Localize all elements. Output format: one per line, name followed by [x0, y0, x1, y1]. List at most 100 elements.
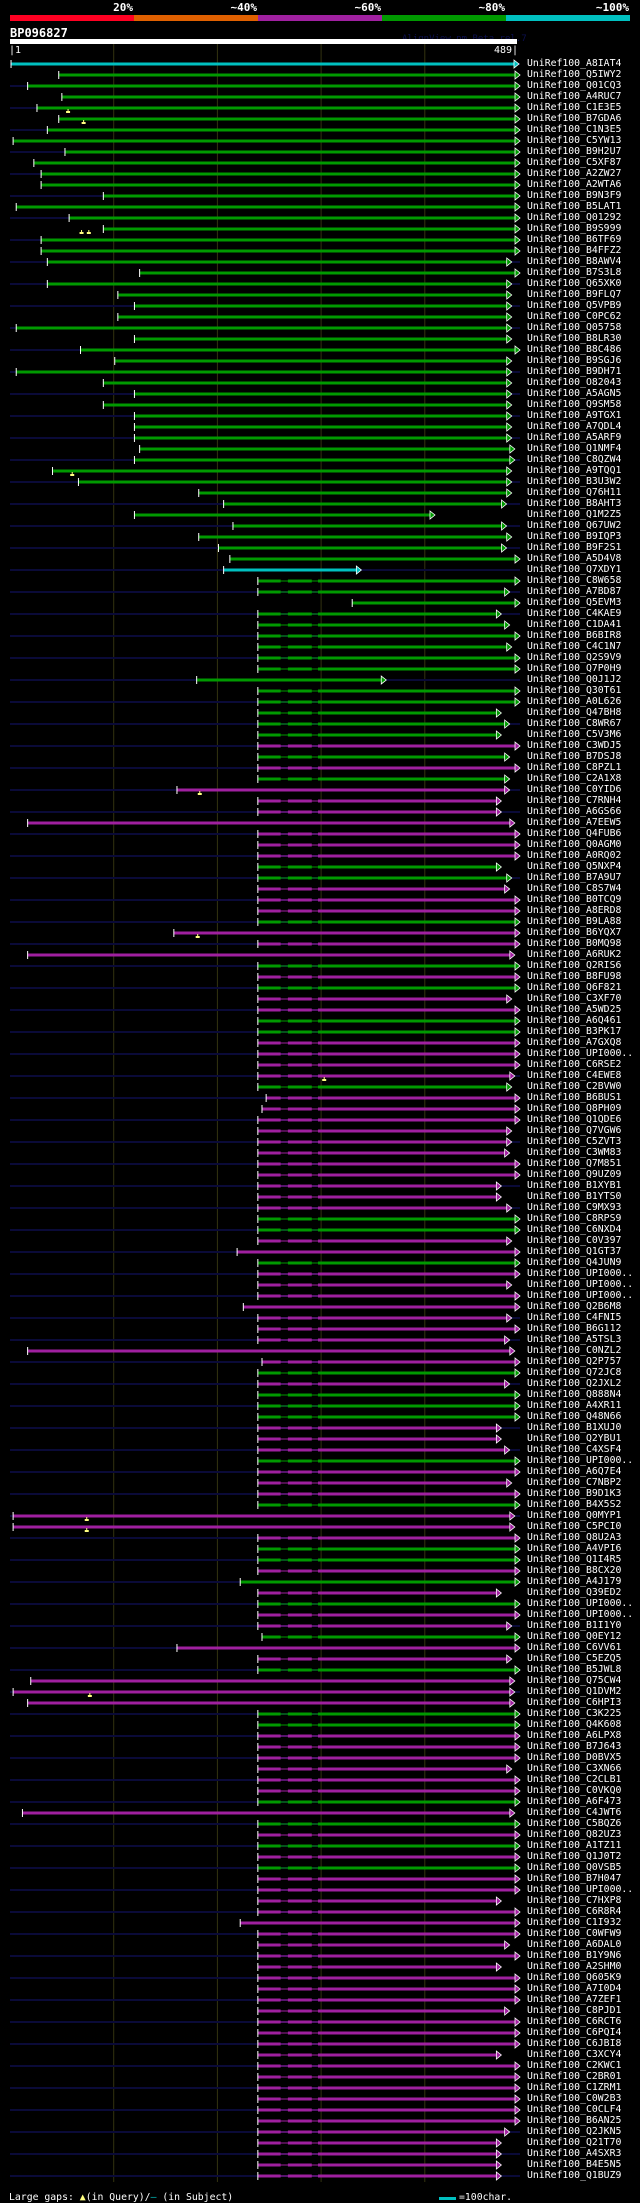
hit-label[interactable]: UniRef100_C3K225 — [527, 1708, 622, 1719]
hit-label[interactable]: UniRef100_A4J179 — [527, 1576, 622, 1587]
hit-label[interactable]: UniRef100_C2KWC1 — [527, 2060, 622, 2071]
hit-label[interactable]: UniRef100_B3U3W2 — [527, 476, 622, 487]
hit-label[interactable]: UniRef100_B9FLQ7 — [527, 289, 622, 300]
hit-label[interactable]: UniRef100_B6BIR8 — [527, 630, 622, 641]
hit-label[interactable]: UniRef100_B7DSJ8 — [527, 751, 622, 762]
hit-label[interactable]: UniRef100_B6AN25 — [527, 2115, 622, 2126]
hit-label[interactable]: UniRef100_UPI000.. — [527, 1290, 634, 1301]
hit-label[interactable]: UniRef100_B1YTS0 — [527, 1191, 622, 1202]
hit-label[interactable]: UniRef100_A4RUC7 — [527, 91, 622, 102]
hit-label[interactable]: UniRef100_Q7VGW6 — [527, 1125, 622, 1136]
hit-label[interactable]: UniRef100_B9S999 — [527, 223, 622, 234]
hit-label[interactable]: UniRef100_Q48N66 — [527, 1411, 622, 1422]
hit-label[interactable]: UniRef100_Q47BH8 — [527, 707, 622, 718]
hit-label[interactable]: UniRef100_A5WD25 — [527, 1004, 622, 1015]
hit-label[interactable]: UniRef100_Q0EY12 — [527, 1631, 622, 1642]
hit-label[interactable]: UniRef100_A5TSL3 — [527, 1334, 622, 1345]
hit-label[interactable]: UniRef100_B5LAT1 — [527, 201, 622, 212]
hit-label[interactable]: UniRef100_C0YID6 — [527, 784, 622, 795]
hit-label[interactable]: UniRef100_Q39ED2 — [527, 1587, 622, 1598]
hit-label[interactable]: UniRef100_Q6F821 — [527, 982, 622, 993]
hit-label[interactable]: UniRef100_B5JWL8 — [527, 1664, 622, 1675]
hit-label[interactable]: UniRef100_Q4JUN9 — [527, 1257, 622, 1268]
hit-label[interactable]: UniRef100_C6VV61 — [527, 1642, 622, 1653]
hit-label[interactable]: UniRef100_B8CX20 — [527, 1565, 622, 1576]
hit-label[interactable]: UniRef100_UPI000.. — [527, 1279, 634, 1290]
hit-label[interactable]: UniRef100_Q65XK0 — [527, 278, 622, 289]
hit-label[interactable]: UniRef100_Q1I4R5 — [527, 1554, 622, 1565]
hit-label[interactable]: UniRef100_Q67UW2 — [527, 520, 622, 531]
hit-label[interactable]: UniRef100_C5V3M6 — [527, 729, 622, 740]
hit-label[interactable]: UniRef100_B4X5S2 — [527, 1499, 622, 1510]
hit-label[interactable]: UniRef100_C0PC62 — [527, 311, 622, 322]
hit-label[interactable]: UniRef100_B9H2U7 — [527, 146, 622, 157]
hit-label[interactable]: UniRef100_B7J643 — [527, 1741, 622, 1752]
hit-label[interactable]: UniRef100_A6F473 — [527, 1796, 622, 1807]
hit-label[interactable]: UniRef100_Q05758 — [527, 322, 622, 333]
hit-label[interactable]: UniRef100_A4VPI6 — [527, 1543, 622, 1554]
hit-label[interactable]: UniRef100_B7GDA6 — [527, 113, 622, 124]
hit-label[interactable]: UniRef100_C2BR01 — [527, 2071, 622, 2082]
hit-label[interactable]: UniRef100_C8RPS9 — [527, 1213, 622, 1224]
hit-label[interactable]: UniRef100_Q1NMF4 — [527, 443, 622, 454]
hit-label[interactable]: UniRef100_Q0AGM0 — [527, 839, 622, 850]
hit-label[interactable]: UniRef100_B8FU98 — [527, 971, 622, 982]
hit-label[interactable]: UniRef100_B7H047 — [527, 1873, 622, 1884]
hit-label[interactable]: UniRef100_Q1BUZ9 — [527, 2170, 622, 2181]
hit-label[interactable]: UniRef100_B8C486 — [527, 344, 622, 355]
hit-label[interactable]: UniRef100_C0W2B3 — [527, 2093, 622, 2104]
hit-label[interactable]: UniRef100_C4KAE9 — [527, 608, 622, 619]
hit-label[interactable]: UniRef100_B9SGJ6 — [527, 355, 622, 366]
hit-label[interactable]: UniRef100_B9IQP3 — [527, 531, 622, 542]
hit-label[interactable]: UniRef100_Q1GT37 — [527, 1246, 622, 1257]
hit-label[interactable]: UniRef100_Q2YBU1 — [527, 1433, 622, 1444]
hit-label[interactable]: UniRef100_C5YW13 — [527, 135, 622, 146]
hit-label[interactable]: UniRef100_A6DAL0 — [527, 1939, 622, 1950]
hit-label[interactable]: UniRef100_Q7P0H9 — [527, 663, 622, 674]
hit-label[interactable]: UniRef100_B9F2S1 — [527, 542, 622, 553]
hit-label[interactable]: UniRef100_Q8U2A3 — [527, 1532, 622, 1543]
hit-label[interactable]: UniRef100_A6RUK2 — [527, 949, 622, 960]
hit-label[interactable]: UniRef100_B1XUJ0 — [527, 1422, 622, 1433]
hit-label[interactable]: UniRef100_Q888N4 — [527, 1389, 622, 1400]
hit-label[interactable]: UniRef100_B1XYB1 — [527, 1180, 622, 1191]
hit-label[interactable]: UniRef100_A7BD87 — [527, 586, 622, 597]
hit-label[interactable]: UniRef100_Q5VPB9 — [527, 300, 622, 311]
hit-label[interactable]: UniRef100_C6RSE2 — [527, 1059, 622, 1070]
hit-label[interactable]: UniRef100_A6LPX8 — [527, 1730, 622, 1741]
hit-label[interactable]: UniRef100_UPI000.. — [527, 1048, 634, 1059]
hit-label[interactable]: UniRef100_A5D4V8 — [527, 553, 622, 564]
hit-label[interactable]: UniRef100_B1I1Y0 — [527, 1620, 622, 1631]
hit-label[interactable]: UniRef100_C3WDJ5 — [527, 740, 622, 751]
hit-label[interactable]: UniRef100_C5ZVT3 — [527, 1136, 622, 1147]
hit-label[interactable]: UniRef100_A5ARF9 — [527, 432, 622, 443]
hit-label[interactable]: UniRef100_A9TQQ1 — [527, 465, 622, 476]
hit-label[interactable]: UniRef100_Q2S9V9 — [527, 652, 622, 663]
hit-label[interactable]: UniRef100_C8W658 — [527, 575, 622, 586]
hit-label[interactable]: UniRef100_A5AGN5 — [527, 388, 622, 399]
hit-label[interactable]: UniRef100_C4C1N7 — [527, 641, 622, 652]
hit-label[interactable]: UniRef100_Q82UZ3 — [527, 1829, 622, 1840]
hit-label[interactable]: UniRef100_O82043 — [527, 377, 622, 388]
hit-label[interactable]: UniRef100_C5PCI0 — [527, 1521, 622, 1532]
hit-label[interactable]: UniRef100_Q2B6M8 — [527, 1301, 622, 1312]
hit-label[interactable]: UniRef100_A2SHM0 — [527, 1961, 622, 1972]
hit-label[interactable]: UniRef100_Q0MYP1 — [527, 1510, 622, 1521]
hit-label[interactable]: UniRef100_C4EWE8 — [527, 1070, 622, 1081]
hit-label[interactable]: UniRef100_Q1J0T2 — [527, 1851, 622, 1862]
hit-label[interactable]: UniRef100_Q5IWY2 — [527, 69, 622, 80]
hit-label[interactable]: UniRef100_C7RNH4 — [527, 795, 622, 806]
hit-label[interactable]: UniRef100_C1I932 — [527, 1917, 622, 1928]
hit-label[interactable]: UniRef100_Q0VSB5 — [527, 1862, 622, 1873]
hit-label[interactable]: UniRef100_B8LR30 — [527, 333, 622, 344]
hit-label[interactable]: UniRef100_A9TGX1 — [527, 410, 622, 421]
hit-label[interactable]: UniRef100_Q9SM58 — [527, 399, 622, 410]
hit-label[interactable]: UniRef100_A0RQ02 — [527, 850, 622, 861]
hit-label[interactable]: UniRef100_A7EEW5 — [527, 817, 622, 828]
hit-label[interactable]: UniRef100_C0VKQ0 — [527, 1785, 622, 1796]
hit-label[interactable]: UniRef100_Q01292 — [527, 212, 622, 223]
hit-label[interactable]: UniRef100_Q75CW4 — [527, 1675, 622, 1686]
hit-label[interactable]: UniRef100_C6HPI3 — [527, 1697, 622, 1708]
hit-label[interactable]: UniRef100_C2A1X8 — [527, 773, 622, 784]
hit-label[interactable]: UniRef100_Q2JXL2 — [527, 1378, 622, 1389]
